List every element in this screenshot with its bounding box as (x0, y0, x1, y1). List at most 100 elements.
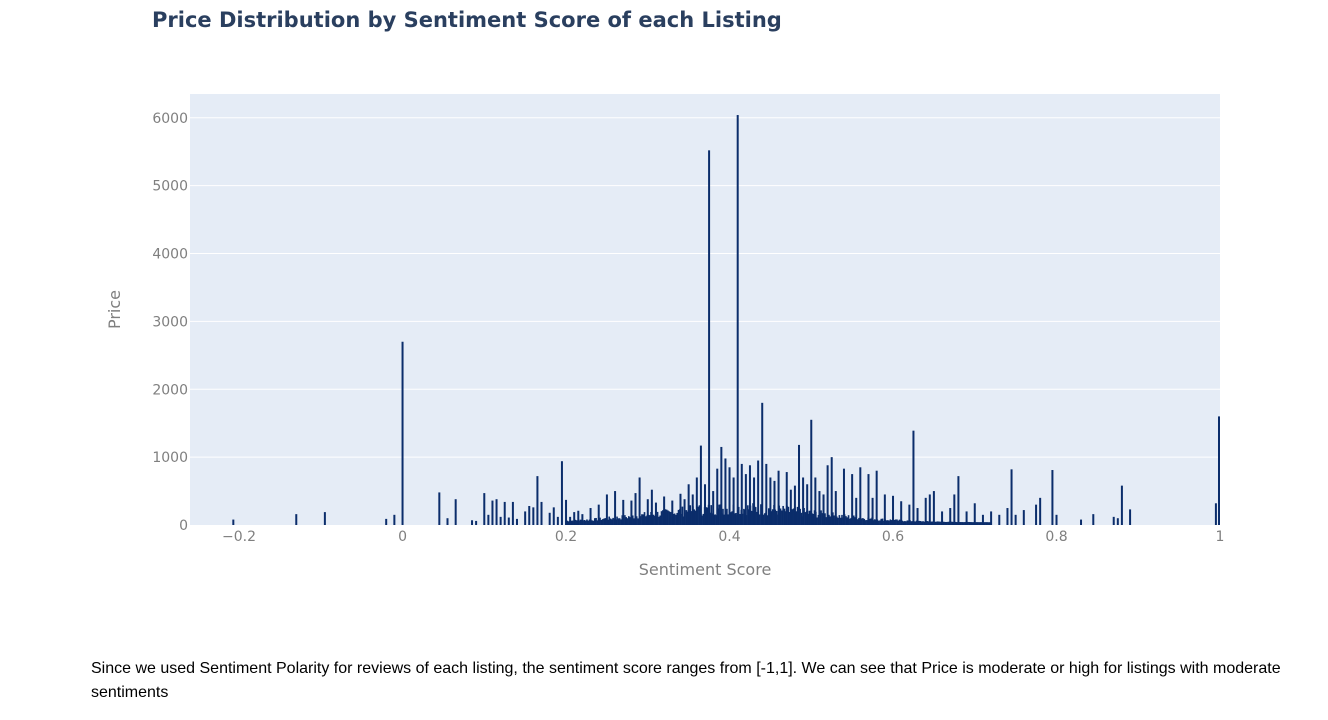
bar (586, 519, 588, 525)
bar (841, 514, 843, 525)
bar (651, 514, 654, 525)
bar (612, 517, 614, 525)
bar (532, 507, 535, 525)
bar (932, 521, 935, 525)
bar (1035, 504, 1038, 525)
bar (912, 430, 915, 525)
bar (735, 512, 737, 525)
bar (528, 505, 531, 525)
bar (660, 511, 663, 525)
bar (868, 518, 871, 525)
bar (1214, 503, 1217, 525)
bar (695, 477, 698, 525)
bar (812, 513, 815, 525)
bar (697, 506, 699, 525)
bar (650, 489, 653, 525)
bar (987, 522, 990, 525)
y-tick-label: 1000 (152, 450, 188, 466)
bar (856, 519, 859, 525)
x-tick-label: −0.2 (222, 529, 256, 545)
bar (659, 515, 662, 525)
bar (614, 519, 617, 525)
bar (965, 522, 968, 525)
bar (998, 514, 1001, 525)
bar (685, 510, 688, 525)
bar (867, 517, 869, 525)
bar (645, 516, 647, 525)
bar (703, 507, 706, 525)
bar (910, 521, 913, 525)
bar (761, 402, 764, 525)
bar (634, 493, 637, 525)
bar (597, 504, 600, 525)
bar (928, 494, 931, 525)
bar (962, 522, 965, 525)
bar (536, 476, 539, 525)
bar (846, 517, 849, 525)
bar (779, 508, 782, 525)
bar (1120, 485, 1123, 525)
bar (730, 512, 732, 525)
bar (446, 518, 449, 525)
bar (885, 520, 888, 525)
bar (809, 510, 812, 525)
bar (774, 509, 777, 525)
bar (908, 504, 911, 525)
bar (471, 520, 474, 525)
bar (583, 520, 586, 525)
bar (919, 520, 922, 525)
bar (1080, 519, 1083, 525)
bar (1129, 509, 1132, 525)
bar (664, 509, 667, 525)
bar (1014, 514, 1017, 525)
bar (620, 519, 622, 525)
bar (540, 501, 543, 525)
bar (964, 522, 966, 525)
bar (785, 472, 788, 525)
bar (587, 520, 590, 525)
bar (648, 515, 651, 525)
bar (804, 512, 807, 525)
bar (816, 517, 818, 525)
bar (569, 516, 572, 525)
bar (883, 494, 886, 525)
bar (744, 509, 747, 525)
y-tick-label: 6000 (152, 111, 188, 127)
bar (855, 519, 858, 525)
bar (600, 519, 603, 525)
bar (667, 510, 669, 525)
bar (605, 519, 608, 525)
bar (650, 512, 652, 525)
bar (935, 521, 937, 525)
bar (773, 480, 776, 525)
bar (890, 520, 893, 525)
bar (941, 521, 944, 525)
bar (822, 517, 825, 525)
bar (966, 521, 969, 525)
bar (669, 512, 672, 525)
bar (881, 518, 884, 525)
bar (599, 517, 601, 525)
bar (813, 510, 816, 525)
bar (781, 510, 783, 525)
bar (711, 513, 714, 525)
bar (903, 521, 906, 525)
bar (851, 474, 854, 525)
bar (764, 513, 766, 525)
bar (818, 491, 821, 525)
bar (580, 519, 583, 525)
bar (696, 514, 698, 525)
y-tick-label: 4000 (152, 247, 188, 263)
bar (745, 515, 748, 525)
bar (744, 474, 747, 525)
bar (792, 508, 795, 525)
bar (880, 518, 883, 525)
bar (714, 514, 716, 525)
bar (718, 504, 720, 525)
bar (986, 522, 988, 525)
chart-title: Price Distribution by Sentiment Score of… (152, 8, 782, 32)
bar (832, 512, 834, 525)
bar (834, 491, 837, 525)
bar (548, 512, 551, 525)
bar (931, 521, 934, 525)
